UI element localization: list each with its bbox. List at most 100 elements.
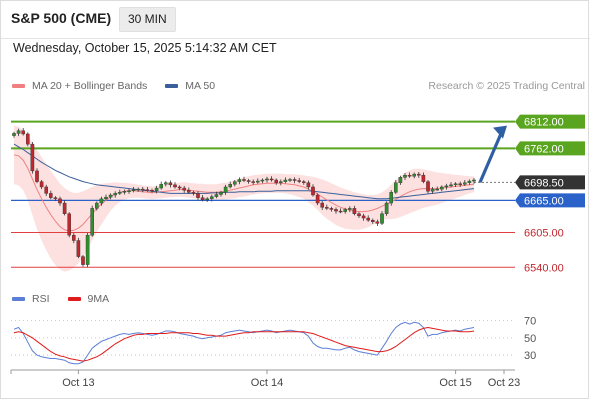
interval-button[interactable]: 30 MIN [119, 7, 176, 32]
candle [288, 177, 292, 183]
candle-body [127, 190, 131, 192]
candle [186, 187, 191, 194]
candle [219, 190, 223, 197]
candle [417, 171, 421, 178]
forecast-arrow-head [493, 125, 507, 139]
level-label-6665.00: 6665.00 [524, 195, 564, 207]
candle [256, 178, 260, 184]
candle-body [453, 183, 458, 186]
candle-body [182, 187, 187, 191]
candle-body [219, 192, 223, 195]
candle [398, 175, 403, 185]
candle-body [302, 181, 306, 183]
candle [122, 189, 127, 195]
candle [39, 180, 44, 190]
candle [140, 186, 145, 193]
candle-body [90, 208, 94, 236]
candle [251, 179, 256, 185]
candle-body [173, 184, 177, 188]
candle [214, 191, 219, 199]
candle-body [44, 186, 48, 194]
rsi-tick-label: 30 [524, 350, 536, 362]
candle [440, 185, 444, 192]
candle-body [398, 177, 403, 183]
candle-body [196, 193, 200, 198]
candle-body [200, 197, 205, 201]
candle [426, 180, 430, 194]
candle [407, 172, 412, 178]
candle [67, 212, 71, 238]
candle [159, 181, 164, 190]
candle [384, 201, 389, 216]
candle-body [389, 192, 394, 204]
candle [320, 200, 325, 210]
candle [361, 213, 366, 221]
level-tag-6762.00 [515, 141, 585, 156]
candle-body [421, 174, 426, 182]
candle [182, 185, 187, 193]
candle [292, 177, 297, 184]
candle-body [260, 179, 265, 182]
candle-body [458, 183, 463, 185]
candle-body [145, 189, 150, 191]
candle [49, 190, 53, 200]
candle [209, 194, 214, 202]
candle-body [375, 221, 380, 224]
candle-body [140, 188, 145, 191]
candle [205, 197, 210, 202]
candle [279, 179, 283, 186]
candle [403, 173, 407, 181]
candle [338, 208, 343, 214]
candle [108, 193, 113, 200]
candle [449, 182, 453, 188]
chart-header: S&P 500 (CME) 30 MIN [0, 0, 590, 39]
candle-body [223, 186, 228, 193]
candle-body [306, 182, 311, 188]
candle [53, 196, 58, 201]
candle [150, 188, 154, 193]
candle-body [265, 178, 269, 181]
candle-body [150, 189, 154, 192]
candle-body [228, 184, 233, 188]
candle-body [320, 202, 325, 208]
candle-body [30, 143, 35, 172]
candle-body [117, 192, 122, 194]
candle [421, 172, 426, 184]
level-label-6698.50: 6698.50 [524, 177, 564, 189]
candle-body [209, 196, 214, 199]
candle [113, 191, 117, 198]
candle [430, 186, 435, 194]
candle [76, 237, 81, 259]
candle-body [288, 179, 292, 181]
candle-body [237, 179, 242, 182]
level-tag-6698.50 [515, 175, 585, 190]
candle-body [467, 180, 472, 183]
candle-body [104, 196, 108, 199]
candle [168, 180, 173, 188]
candle-body [16, 130, 21, 134]
candle-body [371, 219, 375, 222]
candle-body [380, 213, 384, 224]
candle-body [154, 187, 159, 191]
level-label-6762.00: 6762.00 [524, 143, 564, 155]
candle-body [136, 188, 141, 191]
candle-body [191, 192, 196, 194]
candle [163, 181, 168, 187]
candle [246, 178, 251, 184]
level-tag-6812.00 [515, 114, 585, 129]
candle [371, 218, 375, 224]
candle [16, 128, 21, 137]
legend-label: RSI [32, 293, 50, 305]
candle-body [440, 186, 444, 190]
candle [352, 205, 357, 216]
time-tick-label: Oct 13 [62, 377, 94, 389]
candle [458, 181, 463, 187]
candle [375, 219, 380, 227]
candle-body [407, 174, 412, 177]
candle [21, 128, 26, 136]
level-tag-6665.00 [515, 193, 585, 208]
candle [315, 193, 320, 206]
candle-body [94, 202, 99, 209]
candle-body [417, 173, 421, 176]
